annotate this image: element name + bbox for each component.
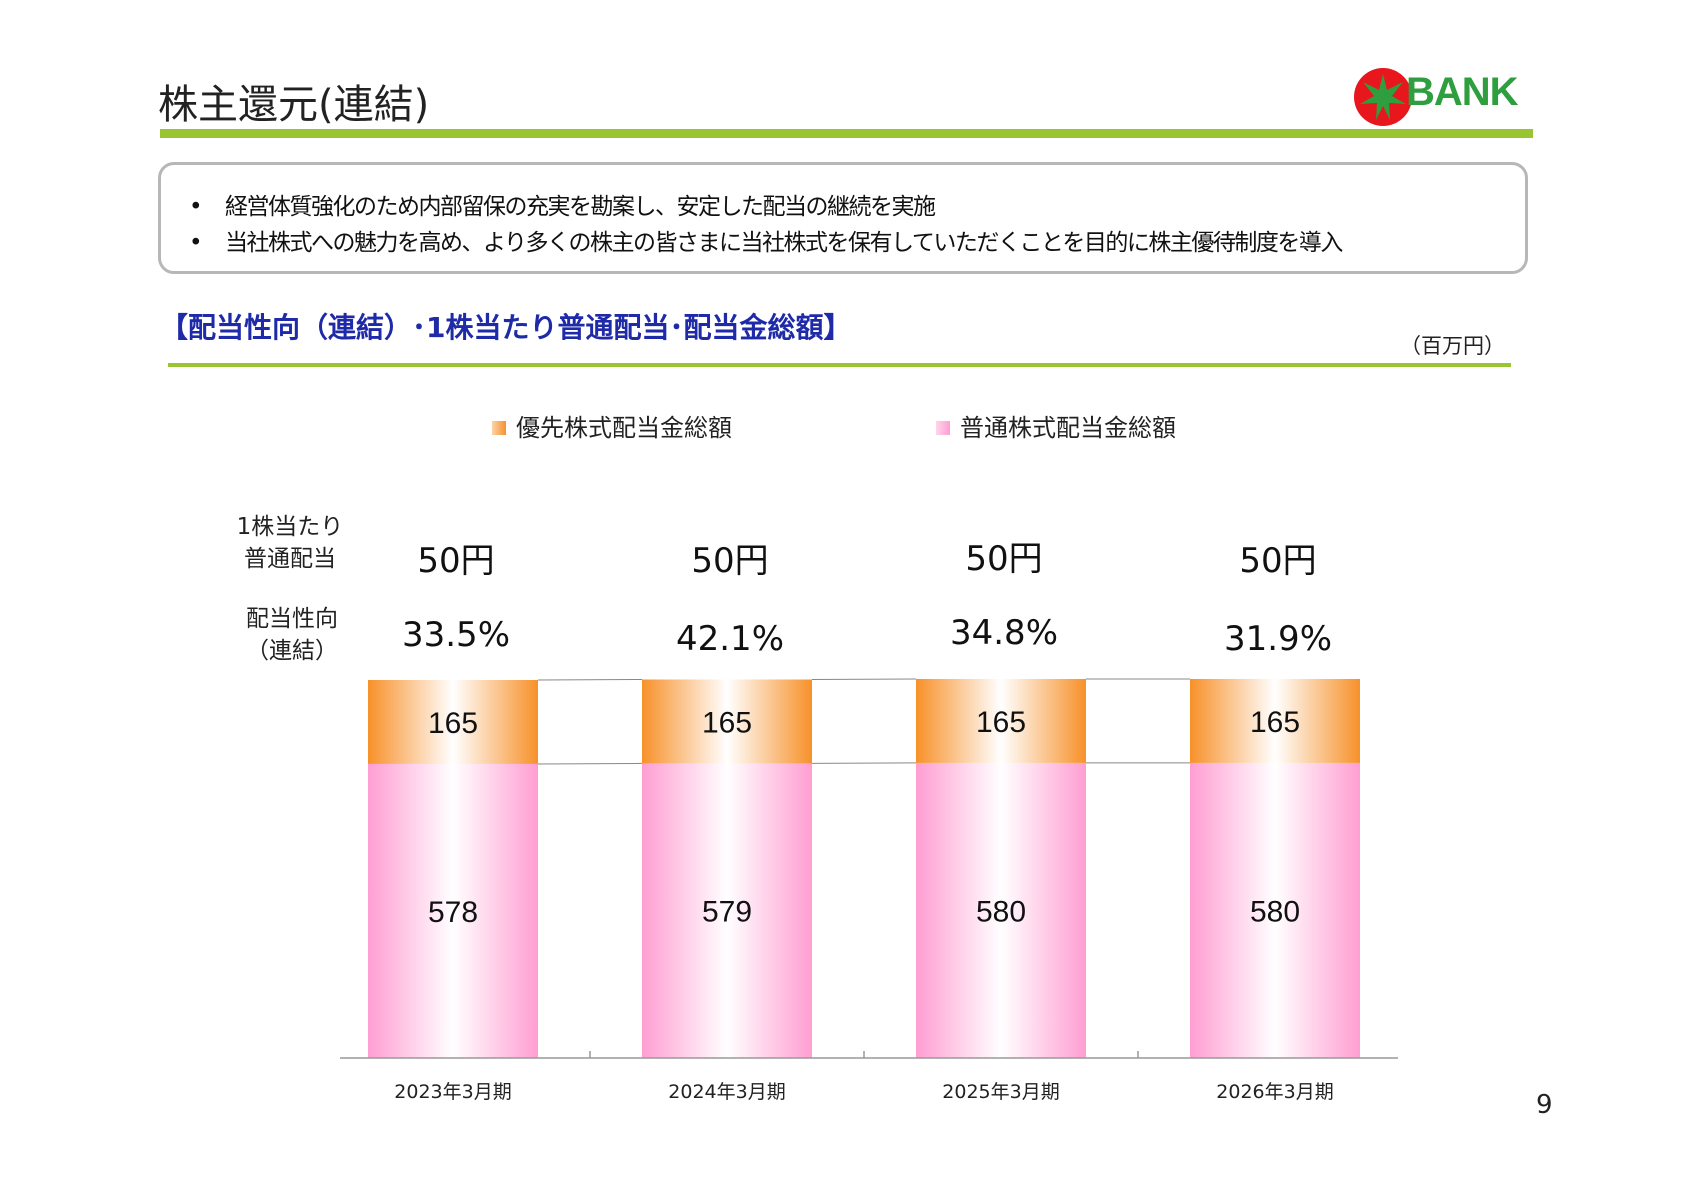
dividend-per-share-value: 50円	[691, 541, 769, 581]
series-connector-line	[811, 762, 917, 764]
payout-ratio-value: 31.9%	[1223, 619, 1332, 659]
bullet-icon: •	[189, 230, 203, 256]
logo-text: BANK	[1406, 70, 1519, 114]
page-number: 9	[1536, 1090, 1553, 1120]
category-label: 2025年3月期	[942, 1081, 1059, 1103]
data-label: 165	[976, 706, 1026, 739]
legend-item-preferred: 優先株式配当金総額	[492, 408, 732, 443]
bar-segment	[1190, 678, 1360, 763]
series-connector-line	[537, 762, 643, 765]
bullet-item-1: • 経営体質強化のため内部留保の充実を勘案し、安定した配当の継続を実施	[189, 187, 936, 221]
category-label: 2023年3月期	[394, 1081, 511, 1103]
bullet-icon: •	[189, 194, 203, 220]
bank-logo: BANK	[1352, 64, 1532, 128]
data-label: 165	[428, 707, 478, 740]
legend-label: 優先株式配当金総額	[516, 414, 732, 442]
row-label-line: 1株当たり	[236, 514, 344, 540]
bar-segment	[1190, 762, 1360, 1058]
section-rule	[168, 363, 1511, 367]
data-label: 579	[702, 896, 752, 929]
series-connector-line	[811, 678, 917, 680]
dividend-per-share-value: 50円	[1239, 541, 1317, 581]
legend-label: 普通株式配当金総額	[960, 414, 1176, 442]
data-label: 580	[976, 895, 1026, 928]
legend-swatch-preferred	[492, 421, 506, 435]
data-label: 165	[1250, 706, 1300, 739]
bar-segment	[642, 679, 812, 764]
bar-segment	[642, 763, 812, 1058]
bullet-text: 当社株式への魅力を高め、より多くの株主の皆さまに当社株式を保有していただくことを…	[225, 230, 1343, 256]
section-heading: 【配当性向（連結）･1株当たり普通配当･配当金総額】	[160, 311, 852, 344]
bullet-text: 経営体質強化のため内部留保の充実を勘案し、安定した配当の継続を実施	[225, 194, 936, 220]
series-connector-line	[537, 678, 643, 681]
bar-segment	[916, 678, 1086, 763]
category-label: 2024年3月期	[668, 1081, 785, 1103]
dividend-per-share-value: 50円	[417, 541, 495, 581]
row-label-dividend-per-share: 1株当たり 普通配当	[210, 511, 370, 575]
row-label-line: 普通配当	[244, 546, 336, 572]
data-label: 580	[1250, 895, 1300, 928]
row-label-payout-ratio: 配当性向 （連結）	[212, 603, 372, 667]
logo-star-icon	[1354, 68, 1412, 126]
category-label: 2026年3月期	[1216, 1081, 1333, 1103]
unit-label: （百万円）	[1400, 334, 1505, 358]
bullet-item-2: • 当社株式への魅力を高め、より多くの株主の皆さまに当社株式を保有していただくこと…	[189, 223, 1343, 257]
data-label: 578	[428, 896, 478, 929]
row-label-line: （連結）	[246, 638, 338, 664]
dividend-per-share-value: 50円	[965, 539, 1043, 579]
bar-segment	[368, 680, 538, 764]
legend-swatch-common	[936, 421, 950, 435]
summary-box: • 経営体質強化のため内部留保の充実を勘案し、安定した配当の継続を実施 • 当社株式…	[158, 162, 1528, 274]
row-label-line: 配当性向	[246, 606, 338, 632]
bar-segment	[916, 762, 1086, 1058]
bar-segment	[368, 763, 538, 1058]
legend-item-common: 普通株式配当金総額	[936, 408, 1176, 443]
page-title: 株主還元(連結)	[158, 82, 430, 128]
payout-ratio-value: 34.8%	[949, 613, 1058, 653]
payout-ratio-value: 42.1%	[675, 619, 784, 659]
payout-ratio-value: 33.5%	[401, 615, 510, 655]
title-rule	[160, 129, 1533, 138]
data-label: 165	[702, 706, 752, 739]
